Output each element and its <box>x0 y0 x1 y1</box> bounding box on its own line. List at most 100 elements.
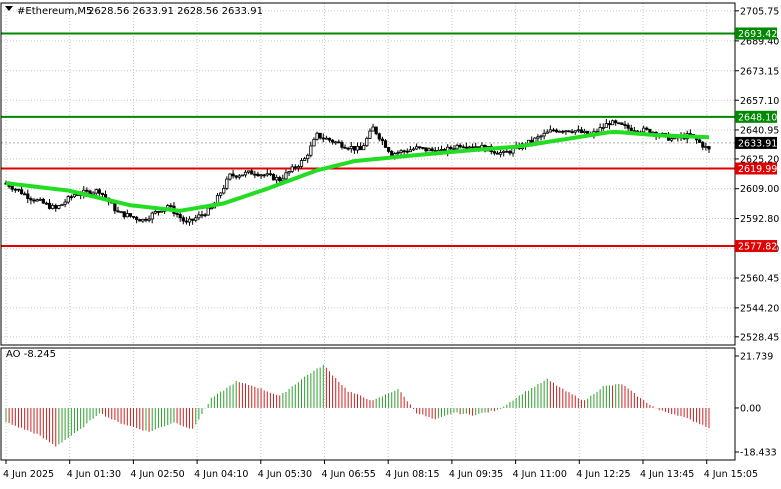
candle-body <box>256 173 260 177</box>
candle-body <box>32 199 36 202</box>
candle-body <box>452 148 456 151</box>
candle-body <box>144 218 148 221</box>
candle-body <box>558 130 562 133</box>
candle-body <box>470 146 475 149</box>
candle-body <box>533 137 537 143</box>
time-label: 4 Jun 15:05 <box>704 469 758 480</box>
candle-body <box>387 147 391 152</box>
candle-body <box>10 186 14 190</box>
horizontal-levels <box>1 32 735 248</box>
candle-body <box>707 146 711 150</box>
candle-body <box>626 124 630 129</box>
candle-body <box>570 131 574 134</box>
candle-body <box>551 129 556 132</box>
candle-body <box>181 217 185 222</box>
candle-body <box>203 214 207 217</box>
candle-body <box>642 127 646 133</box>
chart-menu-triangle-icon[interactable] <box>5 6 13 11</box>
candle-body <box>405 150 409 153</box>
time-label: 4 Jun 05:30 <box>258 469 312 480</box>
candle-body <box>645 127 649 130</box>
candle-body <box>474 146 478 149</box>
candle-body <box>362 145 366 151</box>
candle-body <box>607 123 612 126</box>
candle-body <box>318 132 322 139</box>
candle-body <box>215 194 220 204</box>
candle-body <box>604 123 608 128</box>
candle-body <box>567 130 571 133</box>
candle-body <box>701 141 705 148</box>
candle-body <box>324 137 328 140</box>
candle-body <box>97 189 101 194</box>
candle-body <box>331 139 335 143</box>
candle-body <box>153 211 157 214</box>
candle-body <box>670 138 674 141</box>
candle-body <box>63 201 67 205</box>
ao-pane-frame <box>0 347 736 461</box>
candle-body <box>554 129 559 133</box>
candle-body <box>72 194 77 198</box>
candle-body <box>623 124 627 126</box>
candle-body <box>147 218 151 221</box>
candle-body <box>184 220 189 223</box>
price-axis: 2705.75 2689.40 2673.15 2657.10 2640.95 2625.… <box>735 6 779 459</box>
level-label-2619.99: 2619.99 <box>738 164 777 175</box>
candle-body <box>610 120 615 126</box>
candle-body <box>576 129 580 132</box>
candle-body <box>38 198 42 201</box>
candle-body <box>352 145 356 151</box>
candle-body <box>206 207 210 216</box>
candle-body <box>545 131 549 134</box>
time-axis: 4 Jun 2025 4 Jun 01:30 4 Jun 02:50 4 Jun 04… <box>3 460 758 480</box>
candle-body <box>200 214 204 217</box>
price-tick-label: 2609.00 <box>740 184 779 195</box>
candle-body <box>247 170 251 173</box>
moving-average <box>5 130 710 213</box>
candle-body <box>492 151 496 154</box>
candle-body <box>169 205 173 207</box>
candle-body <box>427 148 431 152</box>
ao-indicator-title: AO -8.245 <box>6 349 56 360</box>
candle-body <box>284 172 288 180</box>
candle-body <box>542 132 546 137</box>
candle-body <box>629 127 633 132</box>
candle-body <box>191 218 195 221</box>
candle-body <box>293 166 297 169</box>
time-label: 4 Jun 06:55 <box>322 469 376 480</box>
candle-body <box>561 130 565 133</box>
candle-body <box>35 199 39 202</box>
time-label: 4 Jun 2025 <box>3 469 54 480</box>
candle-body <box>439 148 444 151</box>
symbol-title: #Ethereum,M5 <box>17 6 92 17</box>
candle-body <box>122 211 126 218</box>
candle-body <box>399 150 403 154</box>
candle-body <box>141 218 145 222</box>
candle-body <box>327 137 332 141</box>
candle-body <box>275 176 279 181</box>
candle-body <box>23 193 27 196</box>
candle-body <box>159 210 164 213</box>
candle-body <box>368 130 372 139</box>
candle-body <box>100 192 105 195</box>
candle-body <box>13 188 17 191</box>
candle-body <box>278 176 282 182</box>
candle-body <box>408 149 412 153</box>
candlesticks <box>4 119 711 226</box>
price-tick-label: 2673.15 <box>740 66 779 77</box>
candle-body <box>262 174 266 177</box>
candle-body <box>582 130 587 134</box>
candle-body <box>296 166 300 169</box>
candle-body <box>240 174 245 177</box>
candle-body <box>598 127 602 133</box>
price-tick-label: 2560.45 <box>740 273 779 284</box>
candle-body <box>197 214 201 219</box>
candle-body <box>464 146 468 149</box>
time-label: 4 Jun 08:15 <box>385 469 439 480</box>
time-label: 4 Jun 11:00 <box>513 469 567 480</box>
candle-body <box>530 139 534 143</box>
candle-body <box>508 151 512 154</box>
candle-body <box>66 196 70 203</box>
candle-body <box>128 213 133 217</box>
candle-body <box>698 139 702 143</box>
awesome-oscillator <box>5 364 710 447</box>
